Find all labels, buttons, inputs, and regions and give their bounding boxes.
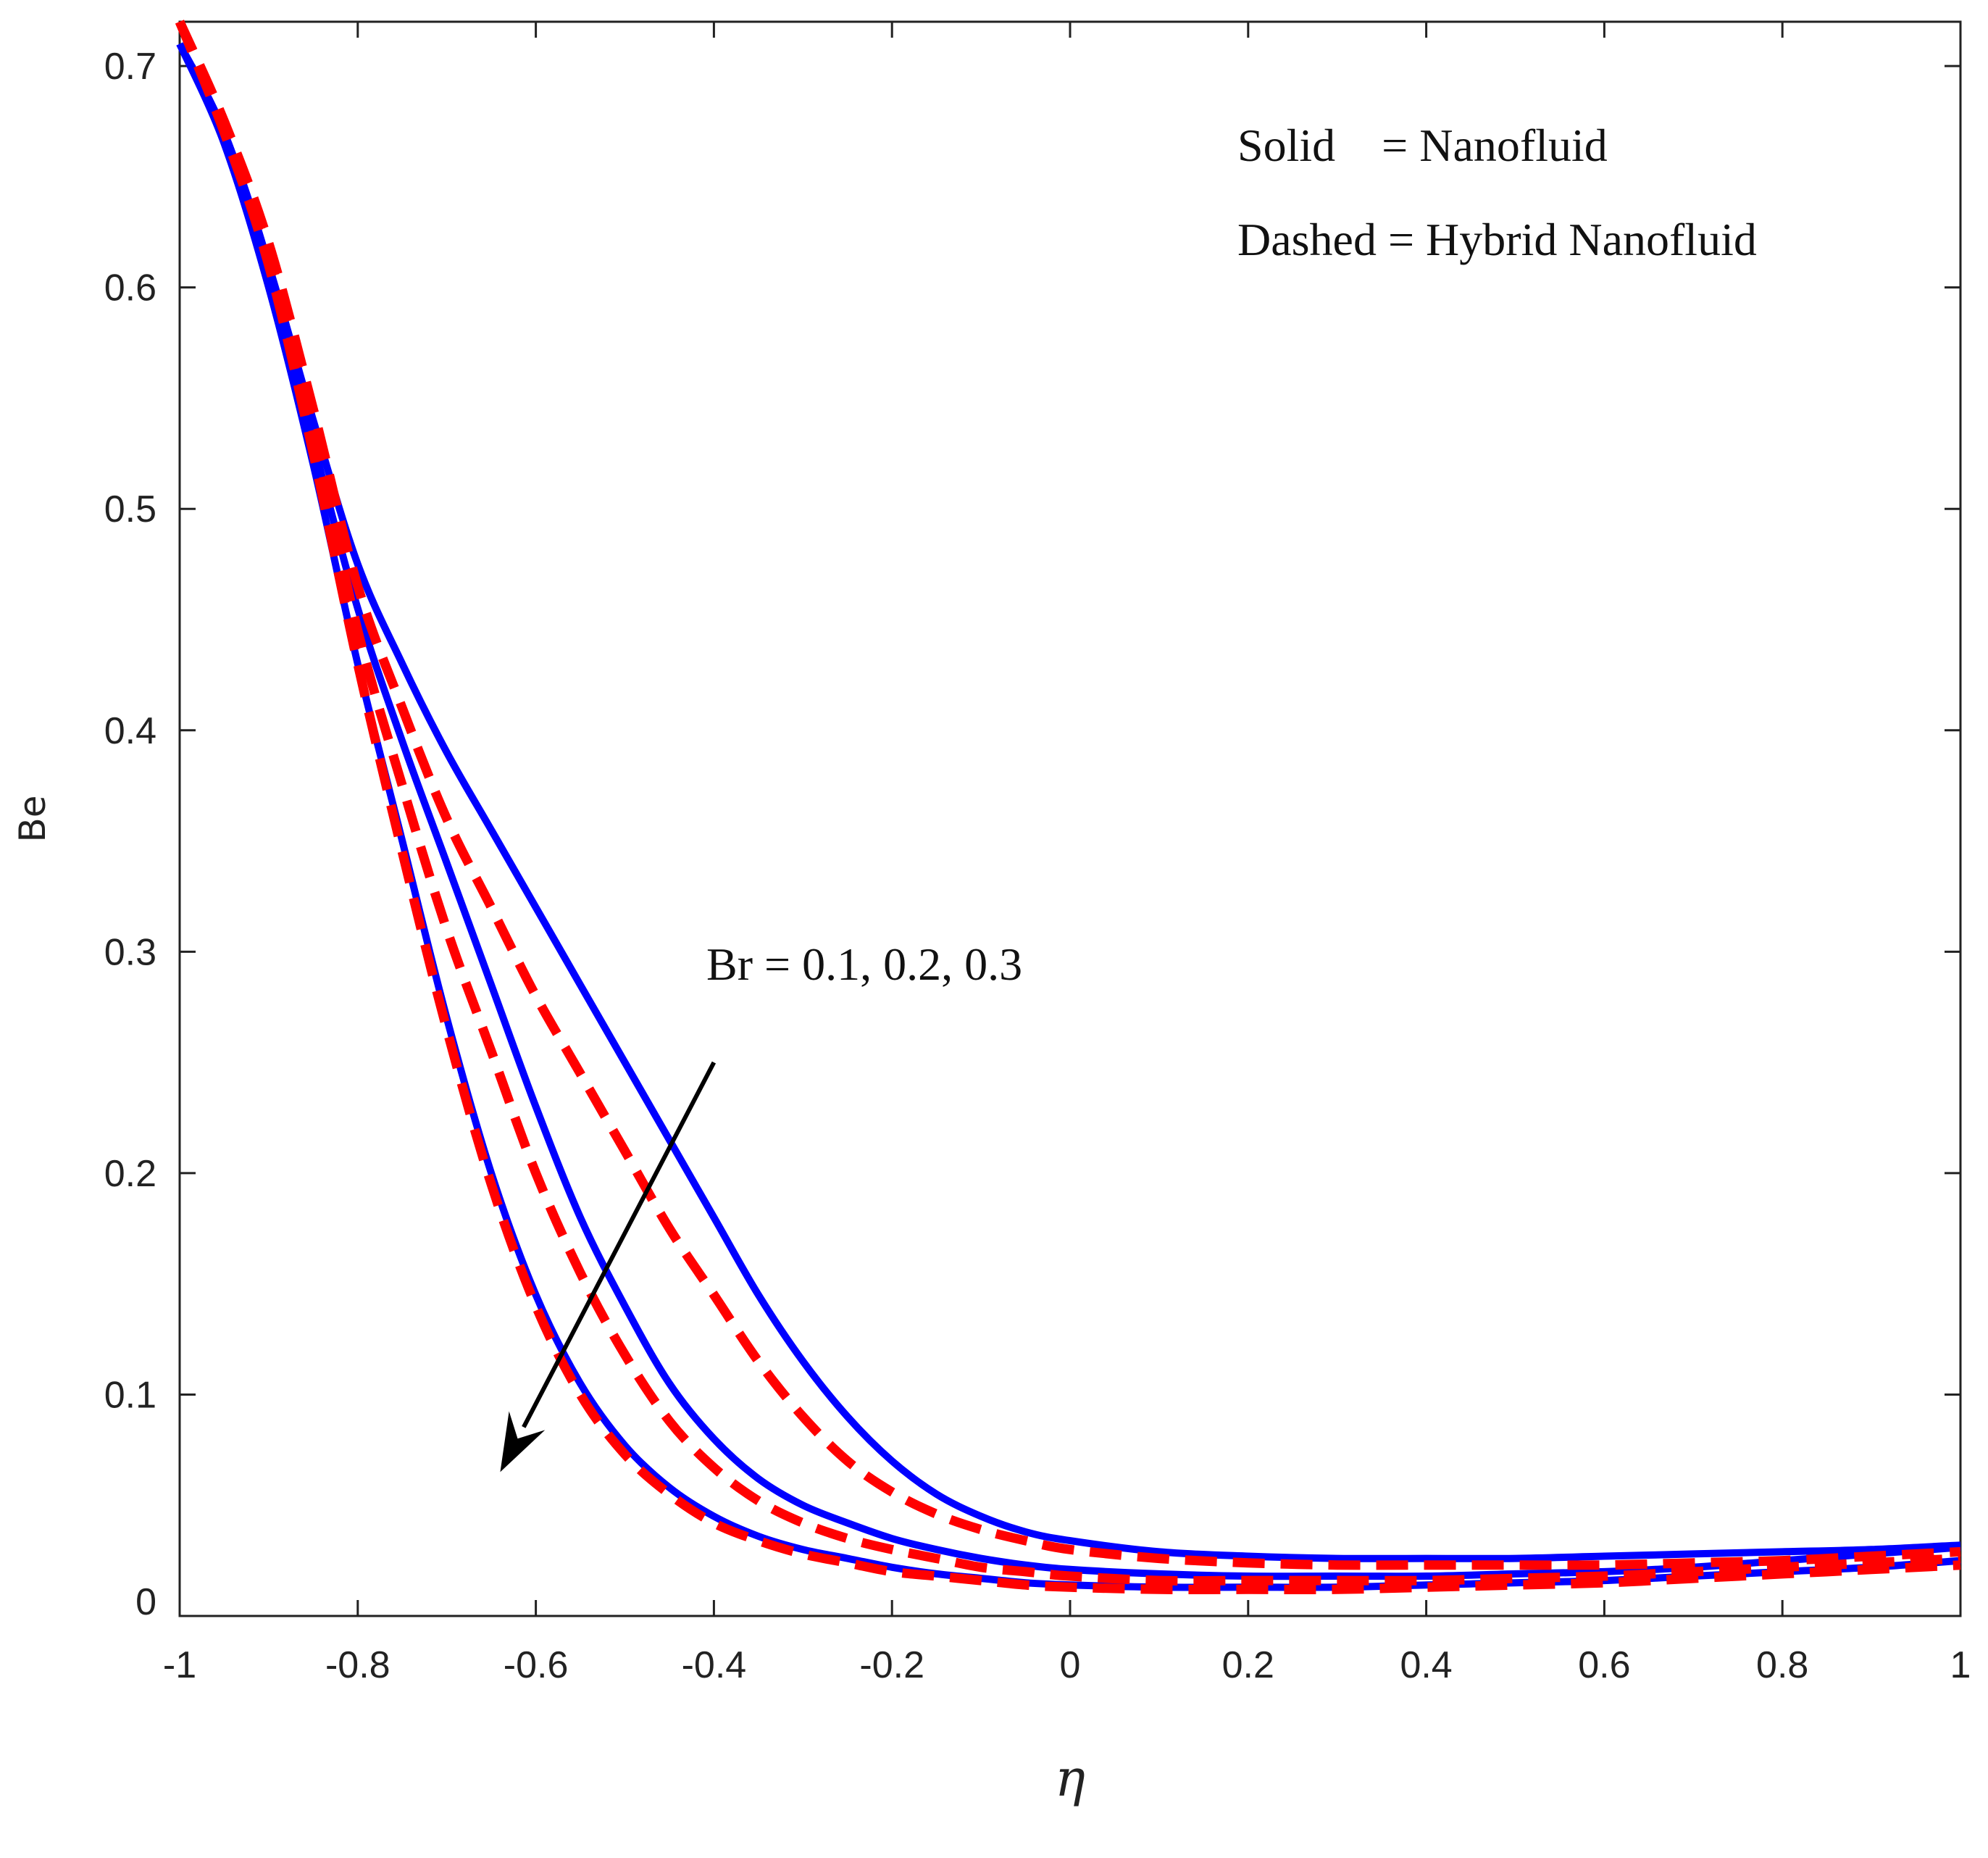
y-tick-label: 0.1 — [104, 1374, 156, 1416]
x-tick-label: 0.6 — [1578, 1644, 1630, 1686]
hybrid-series-line-2 — [175, 20, 1961, 1586]
y-tick-label: 0.7 — [104, 46, 156, 88]
y-tick-label: 0 — [135, 1581, 156, 1623]
hybrid-series-line-1 — [175, 20, 1961, 1570]
legend-solid-label: Solid = Nanofluid — [1237, 120, 1608, 171]
nanofluid-series-line-2 — [176, 42, 1961, 1580]
x-tick-label: -0.6 — [504, 1644, 569, 1686]
y-tick-label: 0.3 — [104, 931, 156, 973]
arrow-shaft — [522, 1061, 717, 1428]
br-annotation-label: Br = 0.1, 0.2, 0.3 — [706, 938, 1022, 990]
x-tick-label: -1 — [163, 1644, 196, 1686]
x-tick-label: 0.8 — [1756, 1644, 1808, 1686]
annotation-arrow — [500, 1061, 717, 1472]
x-tick-label: 0.4 — [1400, 1644, 1452, 1686]
x-tick-label: -0.8 — [325, 1644, 390, 1686]
arrow-head — [500, 1411, 546, 1472]
x-tick-label: -0.4 — [682, 1644, 747, 1686]
series-layer — [175, 20, 1961, 1595]
y-axis-label: Be — [12, 795, 54, 842]
x-tick-label: 1 — [1950, 1644, 1971, 1686]
nanofluid-series-line-1 — [176, 42, 1961, 1562]
axis-ticks: -1 -0.8 -0.6 -0.4 -0.2 0 0.2 0.4 0.6 0.8 1 0 0.1 0.2 0… — [104, 22, 1971, 1686]
y-tick-label: 0.2 — [104, 1153, 156, 1195]
hybrid-series-line-3 — [175, 20, 1961, 1595]
y-tick-label: 0.5 — [104, 488, 156, 530]
x-tick-label: 0 — [1060, 1644, 1081, 1686]
x-tick-label: 0.2 — [1222, 1644, 1274, 1686]
y-tick-label: 0.6 — [104, 267, 156, 309]
y-tick-label: 0.4 — [104, 710, 156, 752]
x-axis-label: η — [1055, 1749, 1085, 1808]
x-tick-label: -0.2 — [859, 1644, 924, 1686]
legend-dashed-label: Dashed = Hybrid Nanofluid — [1237, 214, 1757, 265]
